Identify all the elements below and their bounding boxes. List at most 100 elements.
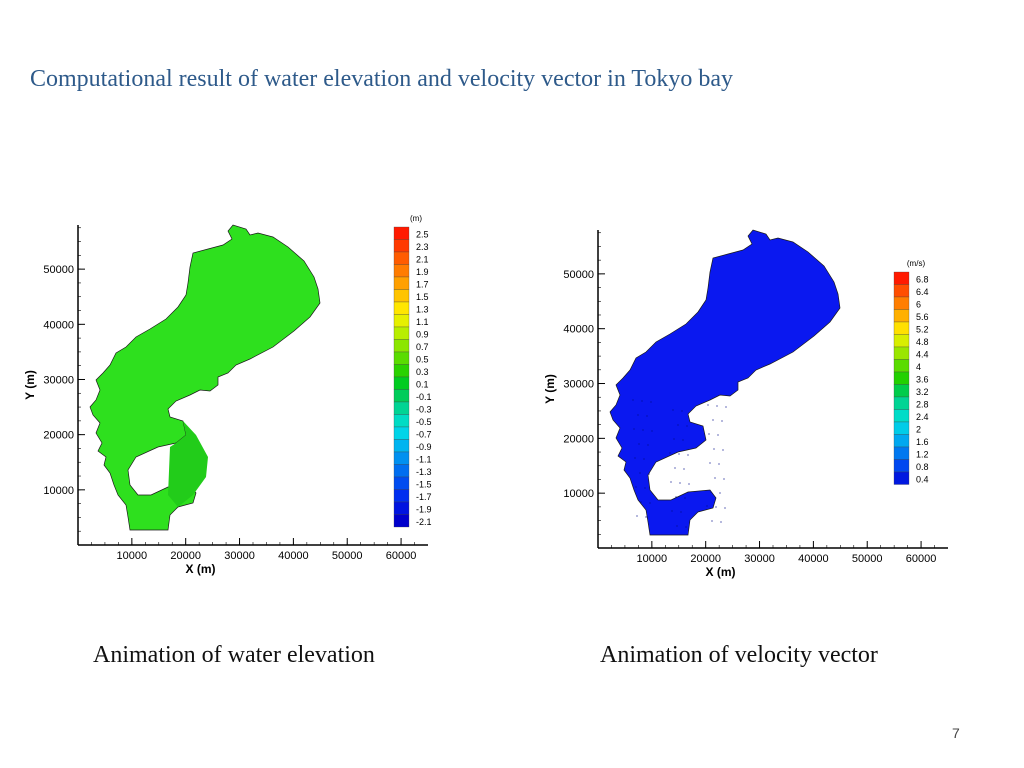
elevation-legend-label: 0.7	[416, 342, 429, 352]
elevation-legend-label: -0.7	[416, 430, 432, 440]
velocity-legend-swatch	[893, 359, 910, 373]
velocity-legend-label: 3.2	[916, 387, 929, 397]
elevation-x-tick-label: 20000	[170, 550, 201, 562]
velocity-vector-mark	[642, 429, 644, 431]
elevation-legend-swatch	[393, 301, 410, 315]
elevation-legend-swatch	[393, 251, 410, 265]
velocity-vector-mark	[714, 477, 716, 479]
velocity-vector-mark	[651, 430, 653, 432]
velocity-x-tick-label: 20000	[690, 553, 721, 565]
elevation-legend-swatch	[393, 489, 410, 503]
velocity-vector-mark	[709, 462, 711, 464]
elevation-shaded-region	[168, 421, 208, 507]
velocity-legend-label: 4.4	[916, 350, 929, 360]
velocity-y-axis-label: Y (m)	[543, 374, 557, 404]
velocity-vector-mark	[635, 486, 637, 488]
velocity-vector-mark	[712, 419, 714, 421]
velocity-vector-mark	[641, 400, 643, 402]
elevation-legend-swatch	[393, 326, 410, 340]
elevation-legend-swatch	[393, 401, 410, 415]
elevation-legend-unit: (m)	[410, 214, 422, 223]
elevation-legend-swatch	[393, 239, 410, 253]
velocity-vector-mark	[637, 414, 639, 416]
elevation-legend-swatch	[393, 414, 410, 428]
velocity-legend-swatch	[893, 384, 910, 398]
velocity-legend-label: 4	[916, 362, 921, 372]
elevation-legend-label: -2.1	[416, 517, 432, 527]
velocity-vector-mark	[674, 467, 676, 469]
velocity-vector-mark	[720, 521, 722, 523]
velocity-x-tick-label: 50000	[852, 553, 883, 565]
elevation-legend-swatch	[393, 426, 410, 440]
elevation-bay-group	[89, 224, 321, 531]
velocity-y-tick-label: 50000	[563, 269, 594, 281]
elevation-legend-swatch	[393, 351, 410, 365]
velocity-vector-mark	[715, 506, 717, 508]
velocity-vector-mark	[687, 454, 689, 456]
velocity-legend-label: 6.8	[916, 275, 929, 285]
elevation-legend-label: 2.5	[416, 230, 429, 240]
velocity-y-tick-label: 10000	[563, 488, 594, 500]
velocity-x-tick-label: 60000	[906, 553, 937, 565]
velocity-vector-mark	[723, 478, 725, 480]
velocity-bay-group	[609, 229, 841, 536]
velocity-x-axis-label: X (m)	[706, 565, 736, 579]
velocity-legend-label: 0.8	[916, 462, 929, 472]
velocity-legend-swatch	[893, 409, 910, 423]
velocity-vector-mark	[707, 404, 709, 406]
velocity-vector-mark	[725, 406, 727, 408]
elevation-legend-swatch	[393, 376, 410, 390]
velocity-legend-swatch	[893, 296, 910, 310]
elevation-legend-swatch	[393, 514, 410, 528]
velocity-vector-mark	[717, 434, 719, 436]
velocity-legend-swatch	[893, 446, 910, 460]
elevation-legend-swatch	[393, 451, 410, 465]
velocity-legend-label: 1.6	[916, 437, 929, 447]
elevation-legend-label: 0.9	[416, 330, 429, 340]
elevation-x-tick-label: 10000	[117, 550, 148, 562]
velocity-legend-label: 5.2	[916, 325, 929, 335]
velocity-legend-swatch	[893, 346, 910, 360]
elevation-legend-label: 1.5	[416, 292, 429, 302]
elevation-legend-label: 0.1	[416, 380, 429, 390]
velocity-vector-mark	[713, 448, 715, 450]
elevation-legend-label: 1.1	[416, 317, 429, 327]
velocity-legend-label: 0.4	[916, 475, 929, 485]
velocity-vector-mark	[646, 415, 648, 417]
elevation-legend-label: -1.9	[416, 505, 432, 515]
velocity-legend-swatch	[893, 459, 910, 473]
elevation-y-axis-label: Y (m)	[23, 370, 37, 400]
velocity-legend-swatch	[893, 396, 910, 410]
velocity-legend-swatch	[893, 321, 910, 335]
velocity-vector-mark	[645, 516, 647, 518]
velocity-vector-mark	[676, 525, 678, 527]
velocity-vector-mark	[680, 511, 682, 513]
velocity-legend-label: 6	[916, 300, 921, 310]
velocity-vector-mark	[708, 433, 710, 435]
velocity-vector-mark	[636, 515, 638, 517]
elevation-legend-swatch	[393, 364, 410, 378]
velocity-vector-mark	[640, 501, 642, 503]
elevation-legend-label: -0.9	[416, 442, 432, 452]
elevation-y-tick-label: 50000	[43, 264, 74, 276]
velocity-vector-mark	[710, 491, 712, 493]
elevation-legend-label: -1.7	[416, 492, 432, 502]
velocity-vector-mark	[688, 483, 690, 485]
velocity-legend-label: 2	[916, 425, 921, 435]
elevation-legend-swatch	[393, 501, 410, 515]
elevation-legend-label: -0.1	[416, 392, 432, 402]
velocity-x-tick-label: 30000	[744, 553, 775, 565]
velocity-vector-mark	[638, 443, 640, 445]
elevation-legend-swatch	[393, 464, 410, 478]
elevation-legend-label: 1.9	[416, 267, 429, 277]
elevation-bay-area	[89, 224, 321, 531]
velocity-legend-swatch	[893, 334, 910, 348]
velocity-vector-mark	[669, 452, 671, 454]
velocity-legend-label: 4.8	[916, 337, 929, 347]
velocity-vector-mark	[648, 473, 650, 475]
elevation-x-axis-label: X (m)	[186, 562, 216, 576]
elevation-legend-swatch	[393, 339, 410, 353]
velocity-legend-swatch	[893, 271, 910, 285]
velocity-vector-mark	[639, 472, 641, 474]
velocity-legend-unit: (m/s)	[907, 259, 926, 268]
